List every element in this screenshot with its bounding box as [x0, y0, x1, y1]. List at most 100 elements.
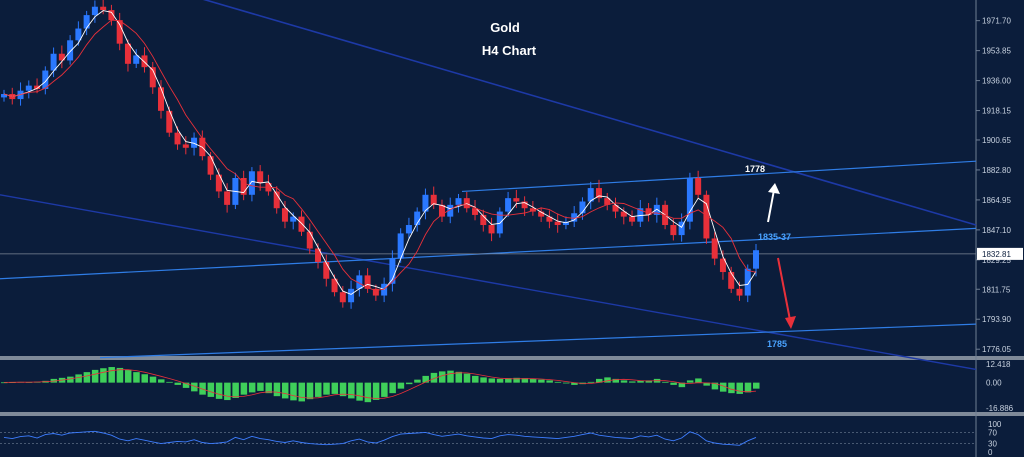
annotation-1785: 1785: [767, 339, 787, 349]
panel-separator: [0, 412, 1024, 416]
candle-body: [91, 6, 98, 16]
macd-bar: [133, 372, 140, 383]
candle-body: [331, 278, 338, 293]
candle-body: [686, 178, 693, 222]
macd-bar: [224, 382, 231, 401]
candle-body: [488, 225, 495, 234]
candle-body: [174, 132, 181, 145]
macd-bar: [199, 382, 206, 395]
candle-body: [42, 70, 49, 89]
macd-bar: [736, 382, 743, 394]
moving-average-fast: [3, 10, 757, 295]
candle-body: [703, 194, 710, 239]
down-arrowhead: [785, 316, 796, 329]
macd-bar: [356, 382, 363, 401]
macd-bar: [397, 382, 405, 389]
candle-body: [281, 208, 288, 222]
main-panel: [0, 0, 1024, 356]
macd-bar: [472, 375, 479, 383]
macd-bar: [422, 375, 429, 383]
macd-bar: [612, 378, 620, 383]
macd-bar: [75, 374, 82, 383]
macd-bar: [604, 377, 611, 383]
up-arrowhead: [768, 183, 780, 194]
candle-body: [430, 194, 437, 205]
rsi-tick-label: 0: [988, 448, 993, 457]
candle-body: [257, 171, 264, 184]
macd-bar: [595, 378, 603, 383]
candle-body: [546, 216, 553, 222]
macd-bar: [108, 367, 115, 383]
macd-tick-label: 12.418: [986, 360, 1011, 369]
price-tick-label: 1864.95: [982, 196, 1011, 205]
macd-bar: [364, 382, 372, 403]
macd-bar: [389, 382, 396, 394]
macd-bar: [248, 382, 256, 393]
macd-tick-label: -16.886: [986, 404, 1014, 413]
candle-body: [75, 28, 82, 41]
candle-body: [472, 208, 479, 215]
macd-panel: [0, 360, 1024, 412]
macd-bar: [273, 382, 281, 397]
candles-group: [1, 0, 759, 309]
candle-body: [645, 208, 652, 215]
macd-tick-label: 0.00: [986, 379, 1002, 388]
candle-body: [58, 53, 65, 61]
macd-bar: [447, 370, 454, 383]
macd-bar: [257, 382, 264, 391]
candle-body: [505, 198, 512, 212]
candle-body: [141, 55, 148, 68]
candle-body: [587, 188, 594, 202]
macd-bar: [587, 381, 595, 383]
macd-bar: [645, 380, 653, 383]
macd-bar: [455, 371, 463, 383]
candle-body: [306, 231, 313, 249]
macd-bar: [174, 382, 182, 385]
candle-body: [339, 292, 346, 303]
macd-bar: [348, 382, 355, 399]
candle-body: [166, 110, 173, 133]
macd-bar: [505, 378, 512, 383]
macd-bar: [686, 380, 694, 383]
chart-subtitle: H4 Chart: [482, 43, 537, 58]
candle-body: [521, 201, 528, 209]
candle-body: [240, 178, 247, 195]
macd-bar: [414, 379, 421, 383]
macd-bar: [381, 382, 388, 397]
candle-body: [1, 94, 7, 98]
candle-body: [34, 85, 41, 89]
candle-body: [133, 55, 140, 64]
macd-bar: [670, 382, 677, 385]
macd-bar: [141, 374, 148, 383]
candle-body: [736, 288, 743, 296]
macd-bar: [116, 367, 124, 383]
candle-body: [480, 214, 487, 226]
annotation-1778: 1778: [745, 164, 765, 174]
macd-bar: [207, 382, 215, 397]
current-price-badge: [977, 247, 1023, 260]
candle-body: [323, 261, 330, 279]
candle-body: [149, 67, 156, 88]
candle-body: [496, 211, 503, 234]
macd-bar: [430, 372, 438, 383]
candle-body: [124, 43, 131, 64]
candle-body: [695, 178, 702, 195]
current-price-label: 1832.81: [982, 250, 1011, 259]
candle-body: [372, 288, 379, 296]
candle-body: [562, 221, 569, 226]
candle-body: [678, 221, 685, 236]
candle-body: [298, 216, 305, 232]
macd-bar: [496, 378, 504, 383]
candle-body: [513, 198, 520, 202]
macd-bar: [166, 381, 173, 383]
candle-body: [182, 144, 189, 148]
candle-body: [604, 198, 611, 205]
candle-body: [273, 191, 280, 209]
price-tick-label: 1829.25: [982, 256, 1011, 265]
candle-body: [653, 204, 660, 215]
macd-bar: [191, 382, 198, 392]
macd-bar: [744, 382, 752, 393]
candle-body: [108, 10, 115, 21]
